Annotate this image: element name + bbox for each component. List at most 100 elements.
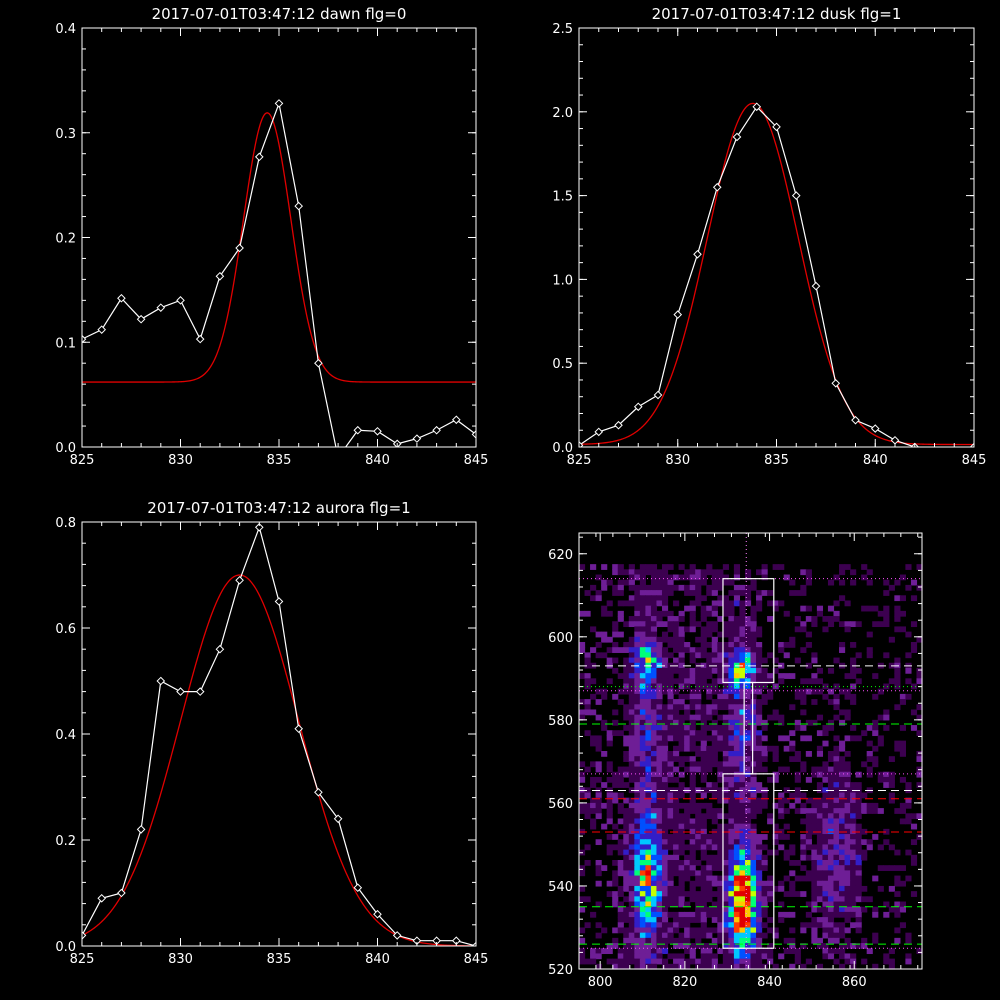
- heatmap-cell: [833, 766, 840, 773]
- heatmap-cell: [816, 834, 824, 840]
- heatmap-cell: [678, 943, 685, 949]
- heatmap-cell: [883, 616, 890, 622]
- heatmap-cell: [612, 963, 619, 970]
- heatmap-cell: [673, 657, 680, 664]
- heatmap-cell: [634, 657, 641, 664]
- heatmap-cell: [689, 745, 696, 752]
- heatmap-cell: [639, 657, 646, 664]
- heatmap-cell: [678, 631, 685, 638]
- heatmap-cell: [756, 932, 763, 939]
- heatmap-cell: [733, 906, 741, 913]
- heatmap-cell: [706, 766, 713, 773]
- heatmap-cell: [827, 802, 835, 809]
- heatmap-cell: [695, 667, 702, 674]
- heatmap-cell: [678, 891, 685, 897]
- heatmap-cell: [650, 906, 658, 913]
- heatmap-cell: [595, 880, 602, 887]
- heatmap-cell: [645, 740, 652, 747]
- heatmap-cell: [673, 626, 680, 633]
- heatmap-cell: [833, 828, 840, 835]
- heatmap-cell: [650, 673, 658, 679]
- heatmap-cell: [794, 792, 801, 799]
- heatmap-cell: [739, 584, 746, 591]
- heatmap-cell: [744, 740, 752, 747]
- heatmap-cell: [634, 735, 641, 742]
- heatmap-cell: [667, 590, 674, 596]
- heatmap-cell: [811, 849, 818, 856]
- heatmap-cell: [684, 802, 691, 809]
- heatmap-cell: [706, 751, 713, 757]
- heatmap-cell: [750, 631, 757, 638]
- heatmap-cell: [612, 792, 619, 799]
- y-tick-label: 0.3: [55, 127, 76, 142]
- heatmap-cell: [645, 735, 652, 742]
- heatmap-cell: [850, 844, 857, 851]
- heatmap-cell: [811, 657, 818, 664]
- heatmap-cell: [661, 802, 669, 809]
- heatmap-cell: [728, 657, 735, 664]
- heatmap-cell: [661, 891, 669, 897]
- heatmap-cell: [767, 600, 774, 607]
- heatmap-cell: [667, 579, 674, 586]
- heatmap-cell: [689, 771, 696, 778]
- heatmap-cell: [894, 906, 901, 913]
- heatmap-cell: [767, 688, 774, 695]
- heatmap-cell: [623, 808, 630, 814]
- heatmap-cell: [756, 917, 763, 923]
- heatmap-cell: [861, 730, 868, 737]
- heatmap-cell: [645, 943, 652, 949]
- heatmap-cell: [811, 771, 818, 778]
- heatmap-cell: [634, 891, 641, 897]
- heatmap-cell: [639, 828, 646, 835]
- heatmap-cell: [844, 849, 851, 856]
- heatmap-cell: [756, 834, 763, 840]
- heatmap-cell: [756, 751, 763, 757]
- heatmap-cell: [844, 808, 851, 814]
- heatmap-cell: [617, 782, 624, 788]
- heatmap-cell: [816, 808, 824, 814]
- heatmap-cell: [590, 948, 597, 955]
- heatmap-cell: [678, 844, 685, 851]
- heatmap-cell: [645, 891, 652, 897]
- heatmap-cell: [750, 844, 757, 851]
- heatmap-cell: [789, 740, 796, 747]
- heatmap-cell: [855, 621, 862, 628]
- heatmap-cell: [656, 808, 663, 814]
- heatmap-cell: [916, 771, 923, 778]
- heatmap-cell: [827, 885, 835, 892]
- heatmap-cell: [839, 896, 846, 903]
- heatmap-cell: [750, 963, 757, 970]
- heatmap-cell: [667, 730, 674, 737]
- heatmap-cell: [839, 875, 846, 882]
- heatmap-cell: [645, 626, 652, 633]
- heatmap-cell: [706, 808, 713, 814]
- heatmap-cell: [628, 735, 635, 742]
- heatmap-cell: [844, 917, 851, 923]
- data-point: [156, 303, 166, 312]
- heatmap-cell: [667, 761, 674, 768]
- heatmap-cell: [767, 927, 774, 934]
- heatmap-cell: [833, 600, 840, 607]
- heatmap-cell: [595, 963, 602, 970]
- heatmap-cell: [728, 751, 735, 757]
- heatmap-cell: [606, 802, 613, 809]
- heatmap-cell: [844, 834, 851, 840]
- heatmap-cell: [684, 709, 691, 716]
- heatmap-cell: [689, 673, 696, 679]
- heatmap-cell: [855, 735, 862, 742]
- heatmap-cell: [839, 776, 846, 783]
- heatmap-cell: [839, 865, 846, 871]
- heatmap-cell: [739, 610, 746, 617]
- heatmap-cell: [661, 875, 669, 882]
- heatmap-cell: [744, 782, 752, 788]
- heatmap-cell: [684, 626, 691, 633]
- heatmap-cell: [850, 834, 857, 840]
- heatmap-cell: [750, 860, 757, 866]
- heatmap-cell: [584, 808, 591, 814]
- heatmap-cell: [861, 885, 868, 892]
- heatmap-cell: [684, 714, 691, 721]
- heatmap-cell: [739, 751, 746, 757]
- heatmap-cell: [700, 906, 707, 913]
- heatmap-cell: [650, 590, 658, 596]
- heatmap-cell: [601, 631, 608, 638]
